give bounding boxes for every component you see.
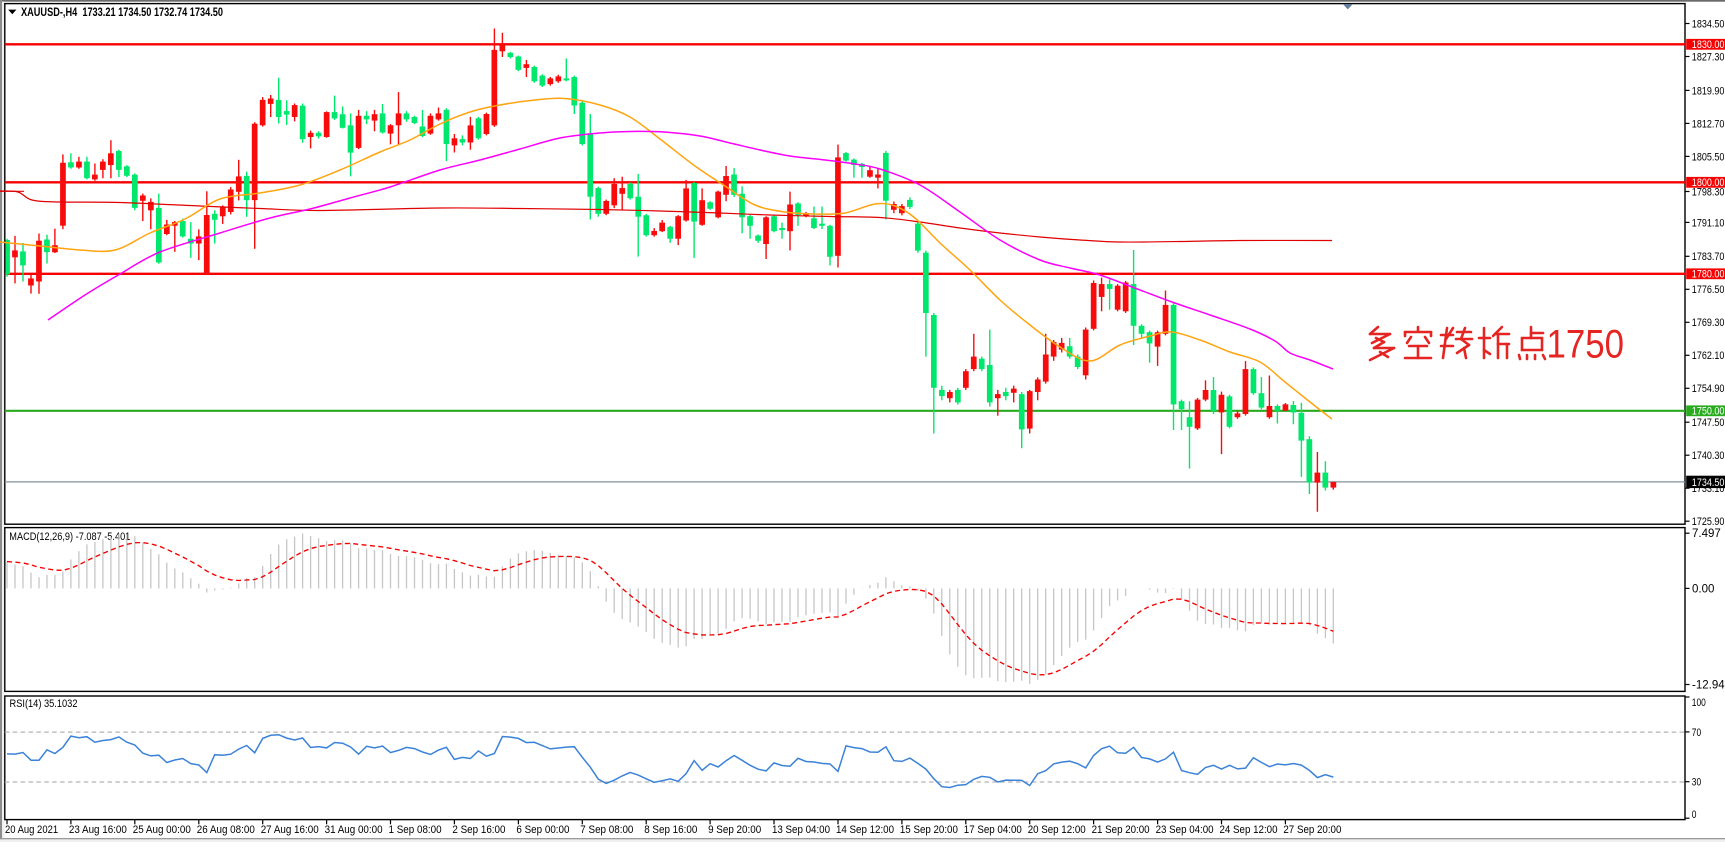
svg-text:1747.50: 1747.50 [1692, 417, 1725, 429]
svg-text:1769.30: 1769.30 [1692, 317, 1725, 329]
svg-text:1819.90: 1819.90 [1692, 85, 1725, 97]
svg-text:1734.50: 1734.50 [1692, 477, 1725, 489]
svg-text:20 Sep 12:00: 20 Sep 12:00 [1028, 824, 1086, 836]
svg-text:MACD(12,26,9) -7.087 -5.401: MACD(12,26,9) -7.087 -5.401 [9, 531, 130, 543]
svg-text:24 Sep 12:00: 24 Sep 12:00 [1220, 824, 1278, 836]
svg-text:0: 0 [1692, 809, 1697, 821]
svg-text:17 Sep 04:00: 17 Sep 04:00 [964, 824, 1022, 836]
svg-text:13 Sep 04:00: 13 Sep 04:00 [772, 824, 830, 836]
svg-text:1725.90: 1725.90 [1692, 516, 1725, 528]
svg-text:23 Sep 04:00: 23 Sep 04:00 [1156, 824, 1214, 836]
svg-text:7.497: 7.497 [1692, 528, 1721, 540]
svg-text:1827.30: 1827.30 [1692, 51, 1725, 63]
svg-text:1780.00: 1780.00 [1692, 269, 1725, 281]
svg-text:1812.70: 1812.70 [1692, 118, 1725, 130]
svg-text:27 Sep 20:00: 27 Sep 20:00 [1283, 824, 1341, 836]
svg-text:70: 70 [1692, 727, 1701, 739]
svg-text:1783.70: 1783.70 [1692, 251, 1725, 263]
svg-text:21 Sep 20:00: 21 Sep 20:00 [1092, 824, 1150, 836]
svg-text:1740.30: 1740.30 [1692, 450, 1725, 462]
svg-text:9 Sep 20:00: 9 Sep 20:00 [708, 824, 761, 836]
svg-text:1754.90: 1754.90 [1692, 383, 1725, 395]
svg-text:1 Sep 08:00: 1 Sep 08:00 [389, 824, 442, 836]
svg-text:1800.00: 1800.00 [1692, 177, 1725, 189]
svg-text:1830.00: 1830.00 [1692, 39, 1725, 51]
svg-text:14 Sep 12:00: 14 Sep 12:00 [836, 824, 894, 836]
svg-text:27 Aug 16:00: 27 Aug 16:00 [261, 824, 319, 836]
svg-text:100: 100 [1692, 697, 1706, 709]
svg-text:1762.10: 1762.10 [1692, 350, 1725, 362]
svg-text:-12.941: -12.941 [1692, 680, 1725, 692]
svg-text:1791.10: 1791.10 [1692, 217, 1725, 229]
svg-text:1798.30: 1798.30 [1692, 186, 1725, 198]
svg-text:XAUUSD-,H4 1733.21 1734.50 17: XAUUSD-,H4 1733.21 1734.50 1732.74 1734.… [21, 6, 223, 19]
svg-text:20 Aug 2021: 20 Aug 2021 [5, 824, 58, 836]
svg-text:1805.50: 1805.50 [1692, 151, 1725, 163]
svg-text:1750: 1750 [1547, 323, 1625, 367]
svg-text:25 Aug 00:00: 25 Aug 00:00 [133, 824, 191, 836]
svg-text:1750.00: 1750.00 [1692, 406, 1725, 418]
svg-text:15 Sep 20:00: 15 Sep 20:00 [900, 824, 958, 836]
svg-text:30: 30 [1692, 777, 1701, 789]
svg-text:26 Aug 08:00: 26 Aug 08:00 [197, 824, 255, 836]
svg-text:RSI(14) 35.1032: RSI(14) 35.1032 [10, 698, 78, 710]
svg-text:1776.50: 1776.50 [1692, 284, 1725, 296]
svg-text:7 Sep 08:00: 7 Sep 08:00 [580, 824, 633, 836]
svg-text:23 Aug 16:00: 23 Aug 16:00 [69, 824, 127, 836]
svg-text:0.00: 0.00 [1692, 583, 1714, 595]
svg-text:2 Sep 16:00: 2 Sep 16:00 [452, 824, 505, 836]
svg-text:8 Sep 16:00: 8 Sep 16:00 [644, 824, 697, 836]
svg-text:1834.50: 1834.50 [1692, 18, 1725, 30]
svg-text:6 Sep 00:00: 6 Sep 00:00 [516, 824, 569, 836]
svg-text:31 Aug 00:00: 31 Aug 00:00 [325, 824, 383, 836]
